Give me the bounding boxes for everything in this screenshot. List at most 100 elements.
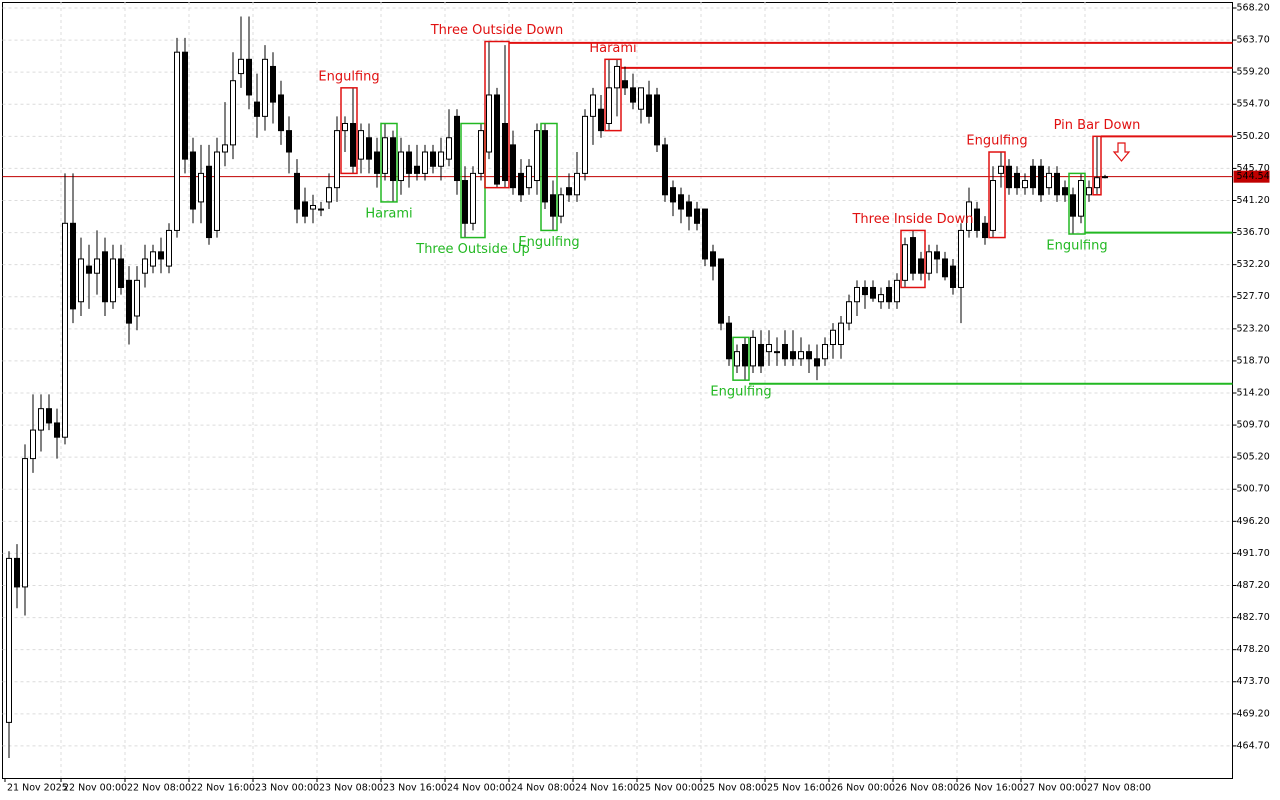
candle-body [110, 258, 116, 303]
x-tick-label: 23 Nov 00:00 [255, 783, 319, 794]
y-tick-label: 550.20 [1237, 131, 1270, 142]
candle-body [574, 172, 580, 196]
y-tick-label: 527.70 [1237, 291, 1270, 302]
candle-body [478, 130, 484, 174]
candle-body [1038, 165, 1044, 196]
y-tick-label: 487.20 [1237, 580, 1270, 591]
candle-body [310, 204, 316, 210]
candle-body [758, 344, 764, 367]
candle-body [958, 229, 964, 288]
candle-body [1054, 172, 1060, 196]
candle-body [566, 187, 572, 196]
candle-body [54, 422, 60, 438]
candle-body [214, 151, 220, 231]
y-tick-label: 559.20 [1237, 67, 1270, 78]
y-tick-label: 478.20 [1237, 644, 1270, 655]
x-tick-label: 26 Nov 00:00 [831, 783, 895, 794]
y-tick-label: 482.70 [1237, 612, 1270, 623]
candle-body [70, 222, 76, 310]
candle-body [718, 258, 724, 324]
candle-body [1094, 177, 1100, 189]
candle-body [870, 286, 876, 299]
candle-body [46, 408, 52, 424]
pattern-label: Harami [589, 41, 636, 56]
candle-body [358, 130, 364, 160]
candle-body [334, 130, 340, 189]
pattern-box [540, 122, 558, 232]
candle-body [502, 122, 508, 182]
y-tick-label: 509.70 [1237, 420, 1270, 431]
candle-body [910, 237, 916, 274]
pattern-label: Engulfing [1046, 239, 1107, 254]
candle-body [78, 258, 84, 303]
candle-body [950, 265, 956, 288]
x-tick-label: 23 Nov 08:00 [319, 783, 383, 794]
x-tick-label: 22 Nov 08:00 [127, 783, 191, 794]
last-price-label: 544.54 [1237, 171, 1270, 182]
x-tick-label: 24 Nov 00:00 [447, 783, 511, 794]
candle-body [302, 201, 308, 217]
x-tick-label: 23 Nov 16:00 [383, 783, 447, 794]
candle-body [862, 286, 868, 296]
pattern-label: Engulfing [710, 385, 771, 400]
candle-body [742, 344, 748, 367]
candle-body [22, 458, 28, 588]
y-tick-label: 505.20 [1237, 452, 1270, 463]
candle-body [198, 172, 204, 203]
candle-body [518, 172, 524, 196]
pattern-box [1092, 135, 1102, 196]
x-tick-label: 24 Nov 16:00 [575, 783, 639, 794]
candle-body [374, 151, 380, 174]
candle-body [878, 294, 884, 303]
candle-body [14, 557, 20, 588]
candle-body [974, 208, 980, 231]
candle-body [942, 258, 948, 278]
candle-body [134, 279, 140, 317]
y-tick-label: 514.20 [1237, 387, 1270, 398]
candle-body [886, 286, 892, 303]
y-tick-label: 496.20 [1237, 516, 1270, 527]
x-tick-label: 21 Nov 2025 [7, 783, 68, 794]
pattern-box [380, 122, 398, 203]
candle-body [6, 557, 12, 723]
candle-body [342, 122, 348, 132]
x-tick-label: 25 Nov 08:00 [703, 783, 767, 794]
x-tick-label: 24 Nov 08:00 [511, 783, 575, 794]
x-tick-label: 27 Nov 08:00 [1087, 783, 1151, 794]
candle-body [894, 279, 900, 303]
candle-body [118, 258, 124, 288]
y-tick-label: 563.70 [1237, 35, 1270, 46]
candle-body [902, 244, 908, 281]
candle-body [206, 165, 212, 239]
y-tick-label: 464.70 [1237, 740, 1270, 751]
x-tick-label: 26 Nov 08:00 [895, 783, 959, 794]
last-price-box [1233, 170, 1270, 183]
candle-body [318, 208, 324, 211]
candle-body [86, 265, 92, 274]
candle-body [918, 258, 924, 274]
candle-body [246, 58, 252, 96]
y-tick-label: 541.20 [1237, 195, 1270, 206]
candle-body [190, 151, 196, 210]
candle-body [622, 80, 628, 89]
candle-body [494, 94, 500, 185]
pattern-label: Engulfing [318, 69, 379, 84]
candle-body [822, 344, 828, 360]
candle-body [998, 165, 1004, 174]
candle-body [486, 94, 492, 153]
candle-body [630, 87, 636, 103]
candle-body [542, 130, 548, 203]
y-tick-label: 500.70 [1237, 484, 1270, 495]
y-tick-label: 532.20 [1237, 259, 1270, 270]
pattern-label: Three Outside Up [415, 242, 529, 257]
candle-body [262, 58, 268, 117]
candle-body [598, 108, 604, 132]
pattern-label: Three Outside Down [430, 23, 564, 38]
y-tick-label: 536.70 [1237, 227, 1270, 238]
y-tick-label: 523.20 [1237, 323, 1270, 334]
candle-body [814, 358, 820, 367]
candle-body [670, 187, 676, 203]
y-tick-label: 469.20 [1237, 708, 1270, 719]
candle-body [254, 101, 260, 117]
